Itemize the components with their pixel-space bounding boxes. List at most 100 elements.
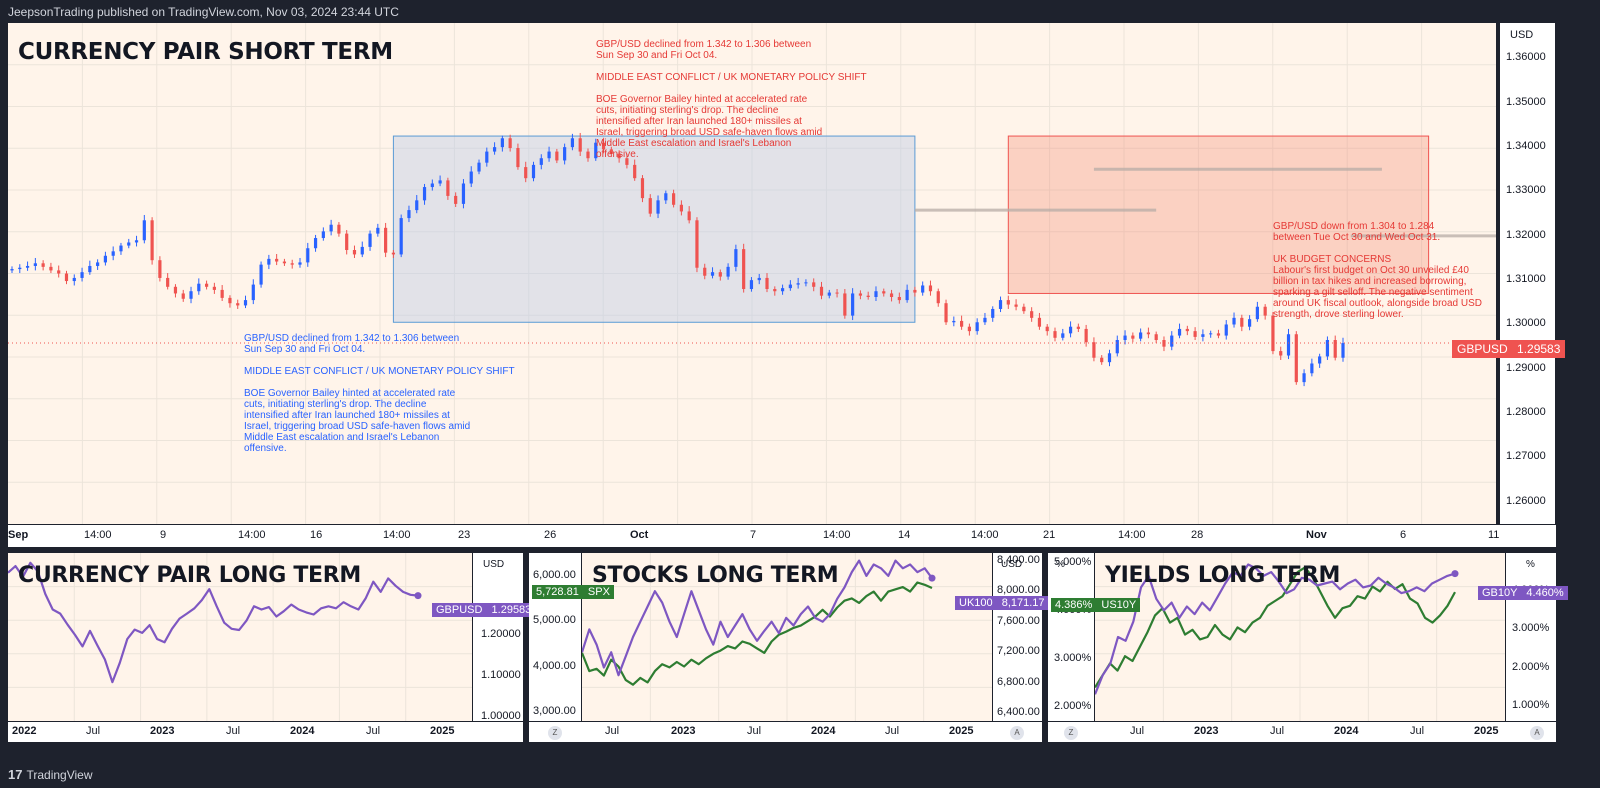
candle [454,195,458,204]
gb10y-value: 4.460% [1526,587,1564,599]
p2-auto-scale-button[interactable]: A [1010,726,1024,740]
p1-price-tick: 1.10000 [481,668,521,681]
time-tick: 16 [310,529,323,541]
stocks-long-term-chart[interactable] [582,553,992,721]
candle [1014,304,1018,307]
candle [1279,351,1283,356]
spx-price-label: 5,728.81 SPX [532,585,614,599]
candle [10,269,14,271]
time-tick: Nov [1306,529,1327,541]
time-tick: 11 [1488,529,1500,541]
candle [88,265,92,273]
p1-price-tick: 1.00000 [481,709,521,722]
time-tick: Sep [8,529,29,541]
candle [827,292,831,296]
candle [313,238,318,249]
p1-time-tick: Jul [226,725,241,737]
currency-label[interactable]: USD [1510,29,1534,41]
p1-time-axis[interactable]: 2022 Jul 2023 Jul 2024 Jul 2025 [8,722,523,742]
time-tick: 14:00 [1118,529,1146,541]
candle [1224,324,1228,336]
p2-time-axis[interactable]: Jul 2023 Jul 2024 Jul 2025 [529,722,1042,742]
candle [897,296,901,301]
gbpusd-long-term-chart[interactable] [8,553,472,721]
candle [1139,332,1143,339]
uk100-series-line [582,559,933,677]
p1-price-axis[interactable]: USD 1.20000 1.10000 1.00000 [473,553,523,722]
stocks-pane[interactable]: STOCKS LONG TERM [582,553,992,721]
main-time-axis[interactable]: Sep 14:00 9 14:00 16 14:00 23 26 Oct 7 14:00 14 14:0… [8,525,1556,547]
candle [609,149,613,154]
p3-left-axis[interactable]: % 5.000%4.000%3.000%2.000% [1048,553,1094,721]
yields-pane[interactable]: YIELDS LONG TERM [1095,553,1505,721]
candle [275,258,279,262]
p2-log-scale-button[interactable]: Z [548,726,562,740]
candle [967,326,971,332]
price-tick: 1.33000 [1506,184,1546,197]
price-tick: 1.32000 [1506,228,1546,241]
candle [679,204,683,212]
candle [142,220,146,241]
candle [539,158,543,165]
candle [1154,334,1158,341]
p3-right-tick: 1.000% [1512,698,1550,711]
candle [345,233,349,251]
time-tick: 14:00 [238,529,266,541]
candle [204,283,209,287]
gb10y-series-line [1095,563,1456,695]
candle [298,262,302,265]
yields-long-term-chart[interactable] [1095,553,1505,721]
price-tick: 1.26000 [1506,494,1546,507]
p1-time-tick: Jul [86,725,101,737]
candle [1185,328,1189,332]
candle [695,220,699,268]
p2-time-tick: 2024 [811,725,836,737]
candle [337,224,341,234]
candle [158,260,162,278]
candle [835,292,839,294]
candle [80,272,84,278]
candle [672,193,676,205]
time-tick: 21 [1043,529,1056,541]
p3-log-scale-button[interactable]: Z [1064,726,1078,740]
uk100-symbol: UK100 [959,597,993,609]
p3-auto-scale-button[interactable]: A [1530,726,1544,740]
candle [617,153,621,159]
annotation-red-top: GBP/USD declined from 1.342 to 1.306 bet… [596,39,867,160]
candle [734,249,738,267]
candle [399,218,403,255]
p1-label-symbol: GBPUSD [436,604,483,616]
candle [648,198,652,214]
candle [49,266,53,271]
candle [960,320,964,327]
candle [243,300,248,306]
main-candlestick-chart[interactable] [8,23,1496,524]
time-tick: 14:00 [84,529,112,541]
candle [804,282,808,284]
candle [446,180,450,196]
price-tick: 1.34000 [1506,140,1546,153]
p3-time-axis[interactable]: Jul 2023 Jul 2024 Jul 2025 [1048,722,1556,742]
candle [1247,319,1252,327]
p2-left-axis[interactable]: 6,000.00 5,000.00 4,000.00 3,000.00 [529,553,581,721]
series-end-dot [414,592,422,600]
candle [64,273,69,282]
long-term-currency-pane[interactable]: CURRENCY PAIR LONG TERM [8,553,472,721]
spx-symbol: SPX [587,586,610,598]
candle [384,227,388,253]
candle [134,240,139,243]
p2-right-axis[interactable]: USD 8,400.00 8,000.00 7,600.00 7,200.00 6,80… [993,553,1042,721]
candle [290,263,294,265]
candle [72,277,76,282]
p3-right-axis[interactable]: % 4.000%3.000%2.000%1.000% [1506,553,1556,721]
spx-series-line [582,581,933,686]
main-price-axis[interactable]: USD 1.36000 1.35000 1.34000 1.33000 1.32000 1… [1500,23,1555,524]
annotation-red-right: GBP/USD down from 1.304 to 1.284 between… [1273,221,1483,320]
footer-logo[interactable]: 17 TradingView [8,767,93,782]
candle [18,267,22,270]
main-chart-pane[interactable]: CURRENCY PAIR SHORT TERM GBP/USD decline… [8,23,1496,524]
candle [173,286,178,294]
candle [726,266,730,277]
candle [1084,328,1088,343]
candle [594,142,598,159]
